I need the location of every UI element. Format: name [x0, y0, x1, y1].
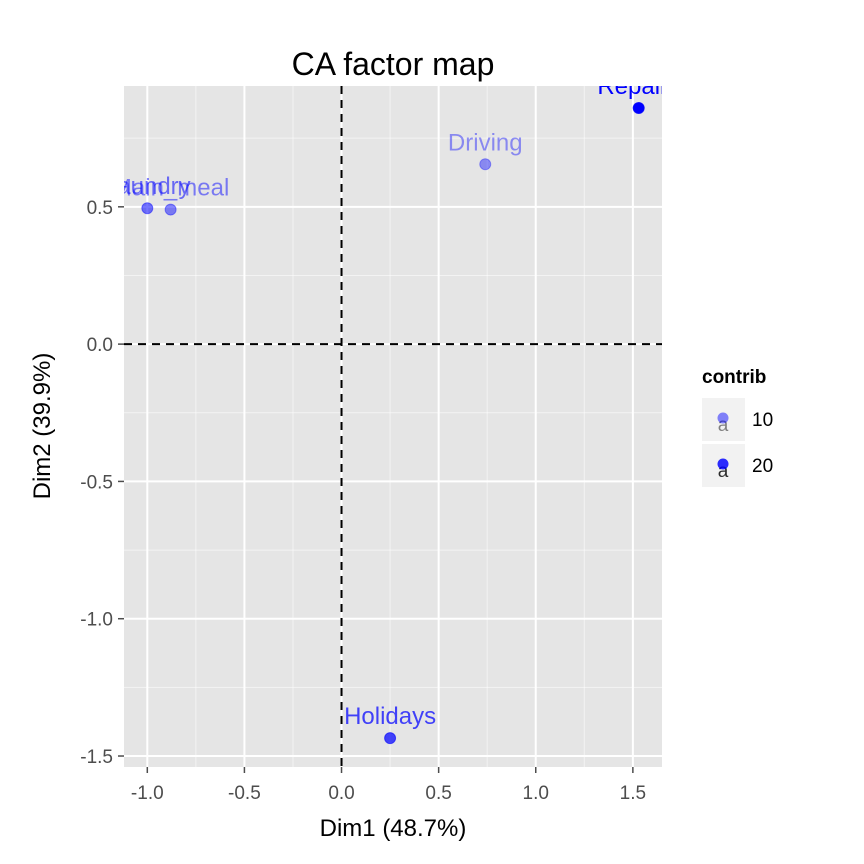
- point-laundry: [141, 202, 154, 215]
- legend: contrib a 10 a 20: [702, 367, 773, 487]
- x-tick-label: 1.0: [523, 783, 549, 804]
- x-tick-label: 0.5: [425, 783, 451, 804]
- point-label-driving: Driving: [448, 129, 523, 156]
- legend-key-point: [717, 458, 729, 470]
- point-label-main-meal: Main_meal: [112, 175, 229, 202]
- chart-title: CA factor map: [292, 46, 495, 82]
- legend-key-glyph: a: [718, 461, 729, 482]
- legend-key-glyph: a: [718, 415, 729, 436]
- y-tick-label: -0.5: [80, 472, 113, 493]
- point-repairs: [632, 101, 645, 114]
- x-axis-title: Dim1 (48.7%): [320, 815, 467, 842]
- x-tick-label: -1.0: [131, 783, 164, 804]
- point-driving: [479, 158, 492, 171]
- minor-grid: [124, 86, 662, 767]
- y-axis-ticks: -1.5 -1.0 -0.5 0.0 0.5: [80, 198, 124, 768]
- point-holidays: [384, 732, 397, 745]
- y-axis-title: Dim2 (39.9%): [29, 353, 56, 500]
- y-tick-label: 0.0: [87, 335, 113, 356]
- legend-key-10: [702, 398, 745, 441]
- point-label-holidays: Holidays: [344, 703, 436, 730]
- y-tick-label: 0.5: [87, 198, 113, 219]
- y-tick-label: -1.5: [80, 747, 113, 768]
- plot-panel: [124, 86, 662, 767]
- reference-lines: [124, 86, 662, 767]
- legend-key-point: [717, 412, 729, 424]
- point-main-meal: [164, 203, 177, 216]
- point-label-laundry: Laundry: [104, 173, 191, 200]
- x-tick-label: 1.5: [620, 783, 646, 804]
- x-tick-label: 0.0: [328, 783, 354, 804]
- y-tick-label: -1.0: [80, 610, 113, 631]
- legend-title: contrib: [702, 367, 766, 388]
- point-label-repairs: Repairs: [597, 73, 680, 100]
- legend-items: a 10 a 20: [702, 398, 773, 487]
- x-tick-label: -0.5: [228, 783, 261, 804]
- legend-label-10: 10: [752, 410, 773, 431]
- legend-label-20: 20: [752, 456, 773, 477]
- x-axis-ticks: -1.0 -0.5 0.0 0.5 1.0 1.5: [131, 767, 646, 804]
